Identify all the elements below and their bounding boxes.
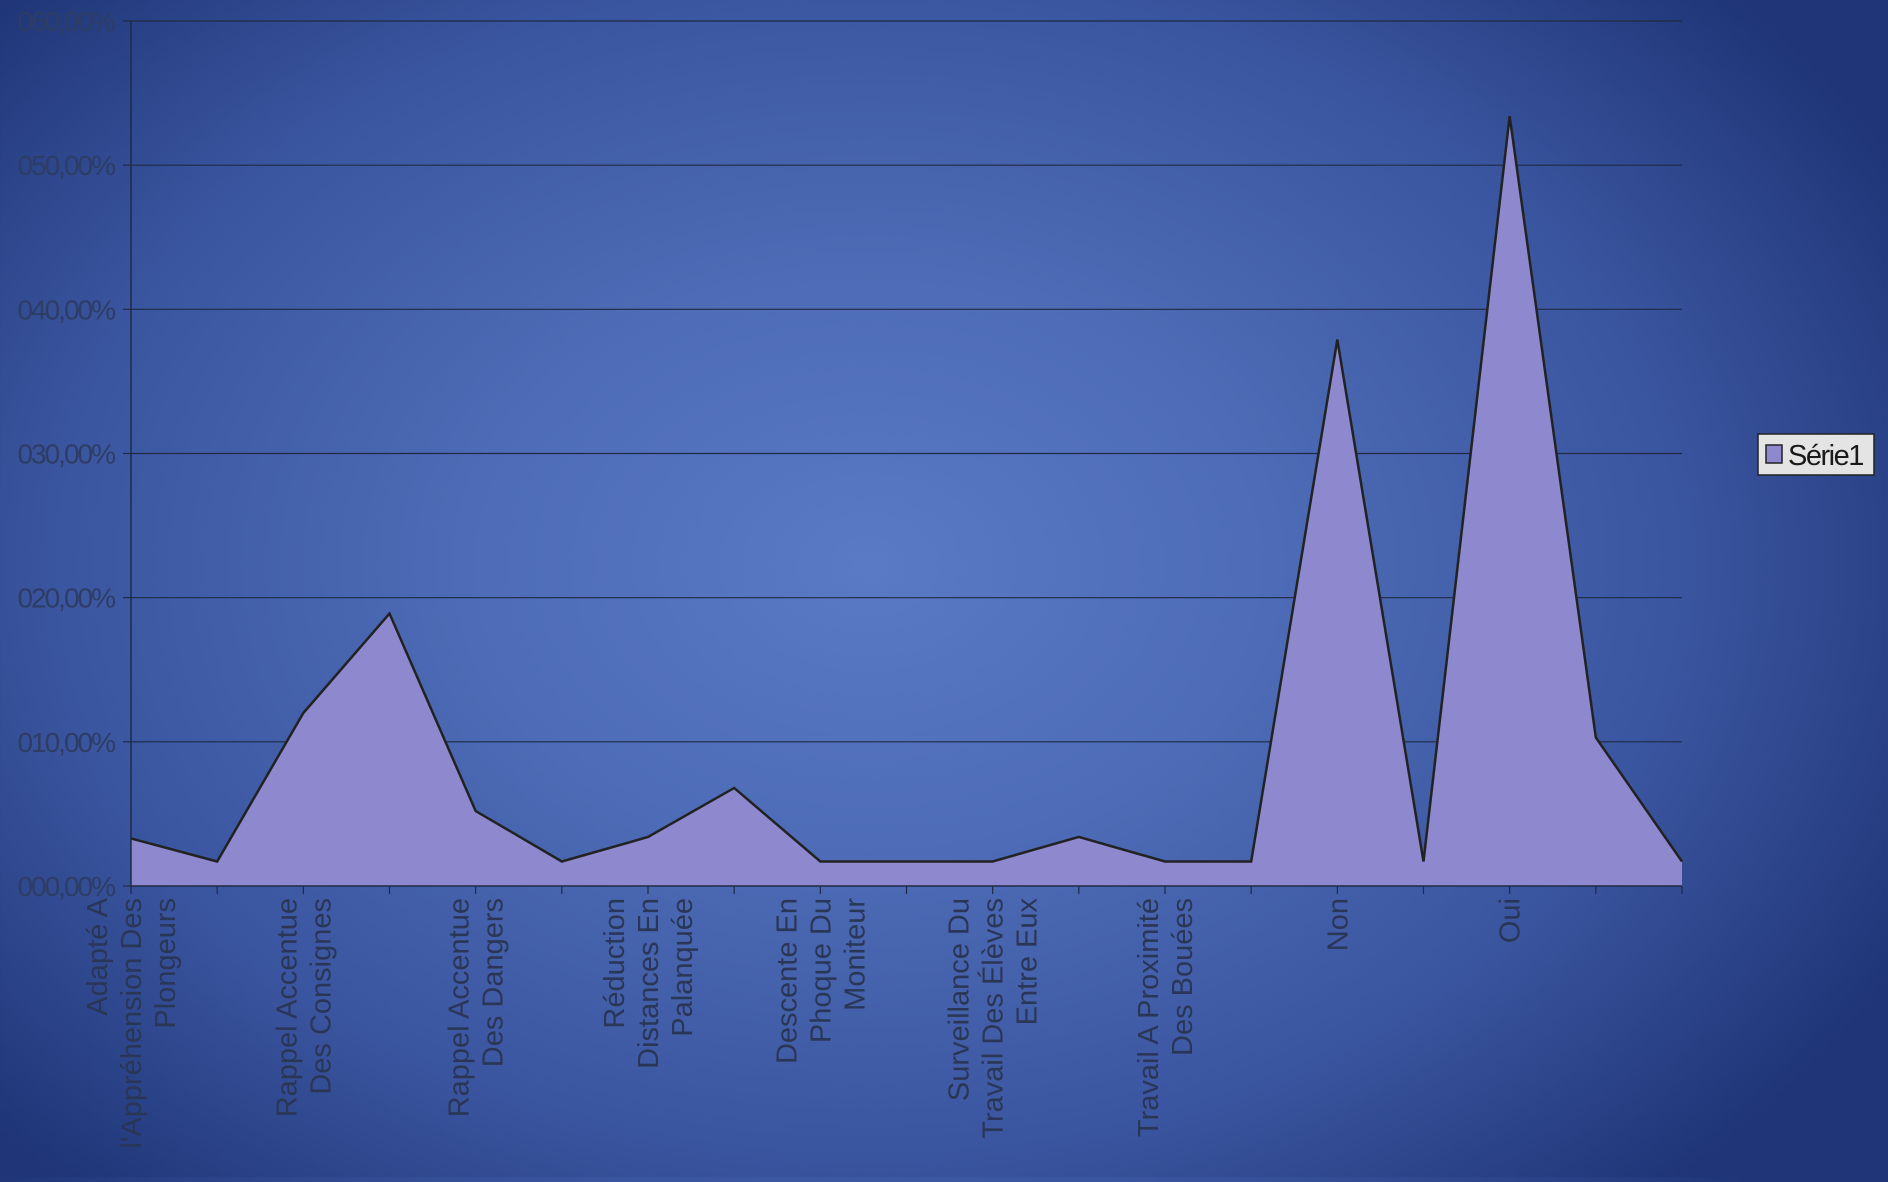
- y-axis-ticks: 000,00% 010,00% 020,00% 030,00% 040,00% 050,0…: [17, 6, 131, 902]
- x-tick-label-line: Phoque Du: [805, 898, 837, 1043]
- x-tick-label: Oui: [1495, 898, 1527, 943]
- x-tick-label-line: Distances En: [633, 898, 665, 1069]
- x-tick-label-line: Des Dangers: [478, 898, 510, 1067]
- x-tick-label-line: Surveillance Du: [944, 898, 976, 1101]
- plot-area: [131, 116, 1682, 886]
- x-tick-label-line: Plongeurs: [150, 898, 182, 1029]
- legend: Série1: [1758, 434, 1874, 475]
- x-tick-label-line: Travail A Proximité: [1133, 898, 1165, 1137]
- x-tick-label-line: Palanquée: [667, 898, 699, 1037]
- x-tick-label-line: Des Consignes: [305, 898, 337, 1095]
- area-fill: [131, 116, 1682, 886]
- y-tick-label: 060,00%: [17, 6, 115, 37]
- legend-label: Série1: [1788, 440, 1863, 472]
- x-tick-label-line: Oui: [1495, 898, 1527, 943]
- x-tick-label-line: Travail Des Élèves: [977, 898, 1010, 1139]
- x-tick-label-line: Rappel Accentue: [444, 898, 476, 1117]
- x-tick-label-line: Non: [1322, 898, 1354, 951]
- legend-swatch: [1766, 445, 1782, 463]
- y-tick-label: 030,00%: [17, 439, 115, 470]
- x-tick-label-line: Des Bouées: [1167, 898, 1199, 1056]
- y-tick-label: 050,00%: [17, 150, 115, 181]
- y-tick-label: 000,00%: [17, 871, 115, 902]
- x-tick-label-line: l'Appréhension Des: [116, 898, 148, 1149]
- x-tick-label-line: Entre Eux: [1012, 898, 1044, 1026]
- x-tick-label-line: Réduction: [599, 898, 631, 1029]
- x-tick-label-line: Descente En: [771, 898, 803, 1064]
- y-tick-label: 020,00%: [17, 583, 115, 614]
- x-tick-label-line: Adapté A: [82, 897, 114, 1015]
- x-tick-label-line: Moniteur: [839, 898, 871, 1011]
- x-tick-label-line: Rappel Accentue: [271, 898, 303, 1117]
- x-tick-label: Non: [1322, 898, 1354, 951]
- y-tick-label: 040,00%: [17, 294, 115, 325]
- y-tick-label: 010,00%: [17, 727, 115, 758]
